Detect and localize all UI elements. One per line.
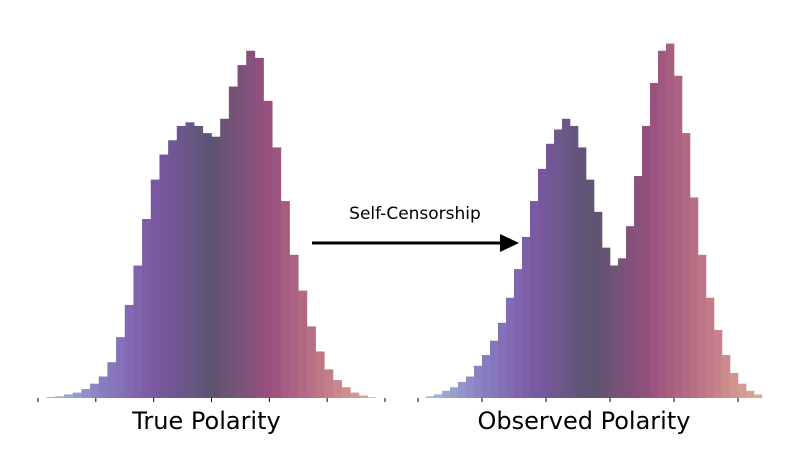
x-axis-label: True Polarity xyxy=(131,407,280,435)
bar xyxy=(159,154,169,398)
bar xyxy=(237,65,247,398)
bar xyxy=(46,396,56,398)
bar xyxy=(578,147,587,398)
bar xyxy=(458,381,467,398)
bar xyxy=(498,322,507,398)
bar xyxy=(642,125,651,399)
bar xyxy=(64,394,73,398)
bar xyxy=(674,75,683,399)
bar xyxy=(306,326,316,398)
bar xyxy=(586,179,595,398)
bar xyxy=(466,376,475,398)
bar xyxy=(124,304,134,398)
bar xyxy=(530,201,539,398)
bar xyxy=(168,140,178,399)
bar xyxy=(554,129,563,398)
bar xyxy=(682,133,691,398)
bar xyxy=(254,57,264,399)
bar xyxy=(634,176,643,398)
bar xyxy=(714,329,723,398)
bar xyxy=(194,125,204,399)
bar xyxy=(298,290,308,398)
bar xyxy=(142,219,152,398)
bar xyxy=(358,395,368,398)
bar xyxy=(185,122,195,398)
x-axis-label: Observed Polarity xyxy=(478,407,691,435)
bar xyxy=(514,269,523,398)
bar xyxy=(211,136,221,398)
bar xyxy=(650,82,659,399)
bar xyxy=(626,226,635,398)
bar xyxy=(280,201,290,398)
bar xyxy=(324,369,334,398)
bar xyxy=(746,390,755,398)
arrow-head xyxy=(500,234,519,252)
bar xyxy=(562,118,571,398)
bar xyxy=(690,197,699,398)
bar xyxy=(698,254,707,398)
bar xyxy=(72,392,82,398)
bar xyxy=(350,392,360,398)
bar xyxy=(570,125,579,399)
annotation: Self-Censorship xyxy=(349,204,481,224)
bar xyxy=(150,179,160,398)
bar xyxy=(602,247,611,398)
bar xyxy=(176,125,186,399)
bar xyxy=(658,50,667,399)
bar xyxy=(133,265,143,398)
bar xyxy=(722,355,731,398)
bar xyxy=(706,297,715,398)
bar xyxy=(98,376,108,398)
bar xyxy=(202,133,212,398)
bar xyxy=(490,340,499,398)
bar xyxy=(506,297,515,398)
bar xyxy=(116,337,126,398)
bar xyxy=(522,236,531,398)
bar xyxy=(246,50,256,399)
bar xyxy=(442,390,451,398)
bar xyxy=(228,86,238,398)
bar xyxy=(289,254,299,398)
bar xyxy=(81,389,91,398)
bar xyxy=(434,394,443,398)
bar xyxy=(90,383,100,398)
bar xyxy=(730,372,739,398)
bar xyxy=(341,387,351,398)
bar xyxy=(263,100,273,399)
bar xyxy=(482,355,491,398)
bar xyxy=(426,396,435,398)
bar xyxy=(272,147,282,398)
bar xyxy=(220,118,230,398)
bar xyxy=(450,387,459,398)
bar xyxy=(546,143,555,398)
bar xyxy=(594,211,603,398)
bar xyxy=(367,397,377,398)
bar xyxy=(332,380,342,398)
bar xyxy=(538,168,547,398)
bar xyxy=(738,383,747,398)
bar xyxy=(55,396,65,398)
bar xyxy=(315,351,325,398)
bar xyxy=(666,43,675,399)
bar xyxy=(610,265,619,398)
bar xyxy=(474,365,483,398)
bar xyxy=(618,258,627,398)
bar xyxy=(107,362,117,398)
bar xyxy=(754,394,763,398)
